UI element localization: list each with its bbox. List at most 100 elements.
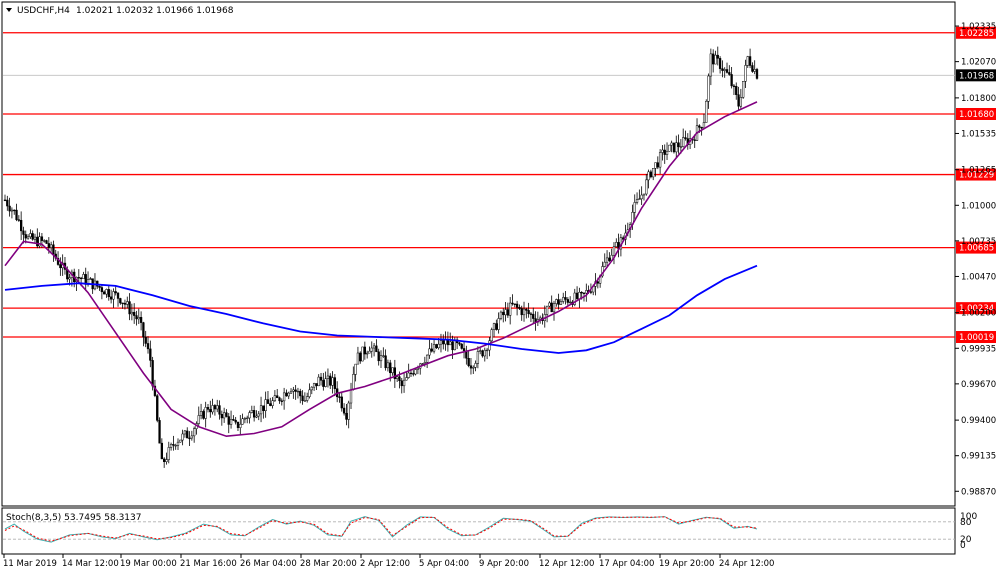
candle-body: [319, 376, 323, 381]
candle-body: [308, 389, 311, 397]
candle-body: [509, 302, 512, 316]
candle-body: [522, 308, 526, 316]
price-tick-label: 1.02070: [961, 58, 996, 68]
candle-body: [384, 355, 387, 369]
price-tick-label: 1.01800: [961, 94, 996, 104]
price-tick-label: 1.01265: [961, 166, 996, 176]
candle-body: [26, 236, 30, 239]
candle-body: [77, 277, 80, 279]
price-tick-label: 1.01535: [961, 129, 996, 139]
candle-body: [190, 435, 193, 439]
candle-body: [400, 380, 403, 387]
candle-body: [755, 69, 759, 79]
time-tick-label: 19 Apr 20:00: [659, 559, 714, 569]
candle-body: [285, 392, 288, 397]
candle-body: [499, 311, 503, 319]
candle-body: [552, 303, 556, 313]
time-tick-label: 24 Apr 12:00: [719, 559, 774, 569]
price-pane[interactable]: 1.02285 1.01680 1.01229 1.00685 1.00234 1.000…: [1, 1, 996, 507]
level-price-label: 1.01680: [959, 110, 994, 120]
candle-body: [612, 246, 616, 256]
candle-body: [294, 389, 297, 392]
candle-body: [139, 317, 143, 323]
candle-body: [19, 219, 23, 232]
candle-body: [10, 209, 14, 212]
candle-body: [675, 142, 678, 153]
price-tick-label: 1.02335: [961, 22, 996, 32]
candle-body: [573, 292, 576, 305]
candle-body: [529, 313, 533, 315]
candle-body: [151, 360, 154, 387]
candle-body: [370, 347, 373, 352]
stoch-level-20: 20: [960, 535, 972, 545]
ohlc-values: 1.02021 1.02032 1.01966 1.01968: [76, 6, 234, 16]
candle-body: [252, 410, 256, 418]
candle-body: [356, 352, 360, 365]
candle-body: [672, 142, 676, 153]
candle-body: [647, 171, 650, 181]
candle-body: [354, 363, 357, 375]
candle-body: [557, 299, 560, 305]
stoch-level-80: 80: [960, 518, 972, 528]
candle-body: [342, 407, 346, 414]
candle-body: [322, 380, 325, 387]
candle-body: [303, 400, 307, 402]
candle-body: [725, 69, 729, 73]
candle-body: [746, 56, 749, 66]
candle-body: [349, 389, 353, 404]
level-price-tag: [956, 302, 996, 315]
candle-body: [89, 278, 92, 280]
candle-body: [236, 421, 240, 428]
candle-body: [409, 372, 413, 375]
candle-body: [709, 53, 713, 77]
candle-body: [3, 199, 7, 201]
candle-body: [635, 199, 639, 203]
candle-body: [495, 323, 498, 330]
candle-body: [702, 122, 706, 129]
candle-body: [165, 459, 168, 462]
candle-body: [98, 286, 101, 288]
candle-body: [227, 416, 230, 425]
price-axis[interactable]: 1.02335 1.02070 1.01800 1.01535 1.01265 1.010…: [955, 22, 996, 497]
time-axis[interactable]: 11 Mar 2019 14 Mar 12:00 19 Mar 00:00 21 Ma…: [3, 554, 774, 569]
candle-body: [532, 313, 535, 319]
candle-body: [677, 142, 680, 147]
level-price-tag: [956, 168, 996, 181]
candle-body: [188, 437, 191, 440]
time-tick-label: 14 Mar 12:00: [62, 559, 119, 569]
candle-body: [462, 348, 466, 352]
candle-body: [578, 292, 581, 299]
level-price-label: 1.00234: [959, 304, 994, 314]
candle-body: [391, 367, 394, 374]
candle-body: [181, 433, 184, 441]
candle-body: [658, 152, 662, 168]
candle-body: [345, 412, 348, 420]
candle-body: [361, 346, 364, 362]
candle-body: [564, 297, 567, 300]
candle-body: [266, 399, 270, 404]
candle-body: [333, 377, 337, 389]
candle-body: [8, 205, 11, 212]
candle-body: [649, 171, 653, 178]
time-tick-label: 5 Apr 04:00: [419, 559, 469, 569]
candle-body: [615, 242, 618, 247]
candle-body: [107, 289, 110, 298]
candle-body: [518, 307, 521, 309]
stochastic-pane[interactable]: 100 80 20 0 Stoch(8,3,5) 53.7495 58.3137: [1, 507, 977, 555]
candle-body: [589, 291, 593, 293]
time-tick-label: 26 Mar 04:00: [240, 559, 297, 569]
candle-body: [638, 198, 641, 200]
candle-body: [414, 369, 417, 375]
candle-body: [469, 365, 473, 369]
candle-body: [289, 390, 293, 394]
candle-body: [437, 343, 440, 349]
triangle-down-icon[interactable]: [6, 8, 12, 12]
candle-body: [504, 309, 507, 316]
candle-body: [246, 417, 249, 419]
candle-body: [502, 311, 505, 316]
candle-body: [269, 403, 272, 406]
candle-body: [389, 362, 392, 374]
